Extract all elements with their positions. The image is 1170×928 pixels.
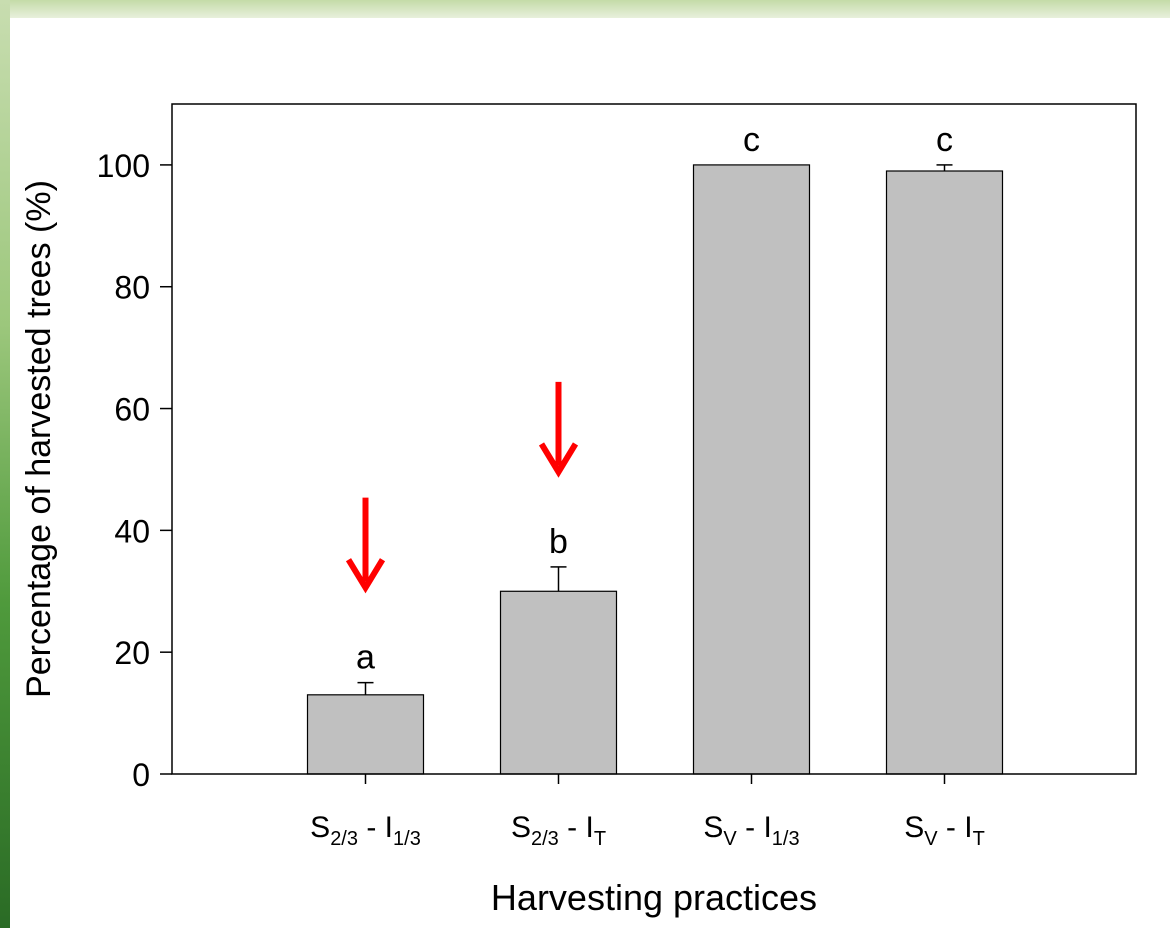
bar xyxy=(692,164,811,775)
x-tick-label-part: I xyxy=(964,811,972,844)
x-tick-label-subscript: 2/3 xyxy=(531,828,559,850)
y-tick-label: 20 xyxy=(114,635,150,671)
significance-letter: b xyxy=(549,523,568,561)
highlight-arrow xyxy=(345,497,386,594)
y-tick-label: 40 xyxy=(114,513,150,549)
x-tick-label-part: I xyxy=(385,811,393,844)
bar xyxy=(306,694,425,775)
bar xyxy=(499,590,618,775)
x-axis: S2/3 - I1/3 S2/3 - IT SV - I1/3 SV - IT xyxy=(310,774,985,850)
x-tick-label: SV - I1/3 xyxy=(703,811,799,850)
y-tick-label: 60 xyxy=(114,392,150,428)
slide-left-band xyxy=(0,0,10,928)
x-tick-label-part: - xyxy=(737,811,764,844)
x-tick-label-subscript: T xyxy=(973,828,985,850)
x-tick-label-part: - xyxy=(358,811,385,844)
x-tick-label-part: - xyxy=(938,811,965,844)
x-tick-label-part: I xyxy=(585,811,593,844)
y-tick-label: 0 xyxy=(132,757,150,793)
x-tick-label-part: S xyxy=(511,811,531,844)
significance-letter: c xyxy=(936,121,953,159)
y-tick-label: 100 xyxy=(97,148,150,184)
x-tick-label-subscript: 1/3 xyxy=(393,828,421,850)
x-tick-label-subscript: V xyxy=(723,828,737,850)
error-bars-layer xyxy=(357,164,953,695)
y-tick-label: 80 xyxy=(114,270,150,306)
x-tick-label-subscript: 2/3 xyxy=(330,828,358,850)
x-tick-label-part: S xyxy=(904,811,924,844)
x-axis-label: Harvesting practices xyxy=(491,877,817,918)
x-tick-label-part: - xyxy=(559,811,586,844)
highlight-arrow-head xyxy=(345,558,386,594)
significance-letter: c xyxy=(743,121,760,159)
y-axis-label: Percentage of harvested trees (%) xyxy=(20,180,58,698)
x-tick-label-subscript: T xyxy=(594,828,606,850)
highlight-arrow xyxy=(538,381,579,478)
x-tick-label: S2/3 - IT xyxy=(511,811,606,850)
x-tick-label: S2/3 - I1/3 xyxy=(310,811,421,850)
x-tick-label-part: I xyxy=(763,811,771,844)
highlight-arrows-layer xyxy=(345,381,579,594)
x-tick-label-subscript: V xyxy=(924,828,938,850)
x-tick-label: SV - IT xyxy=(904,811,985,850)
slide-top-band xyxy=(0,0,1170,18)
x-tick-label-part: S xyxy=(310,811,330,844)
significance-letter: a xyxy=(356,639,375,677)
x-tick-label-part: S xyxy=(703,811,723,844)
x-tick-label-subscript: 1/3 xyxy=(772,828,800,850)
plot-frame xyxy=(171,103,1137,775)
y-axis: 0 20 40 60 80 100 xyxy=(97,148,172,793)
bar xyxy=(885,170,1004,775)
bars-layer xyxy=(306,164,1004,775)
highlight-arrow-head xyxy=(538,442,579,478)
significance-letters-layer: a b c c xyxy=(356,121,953,677)
